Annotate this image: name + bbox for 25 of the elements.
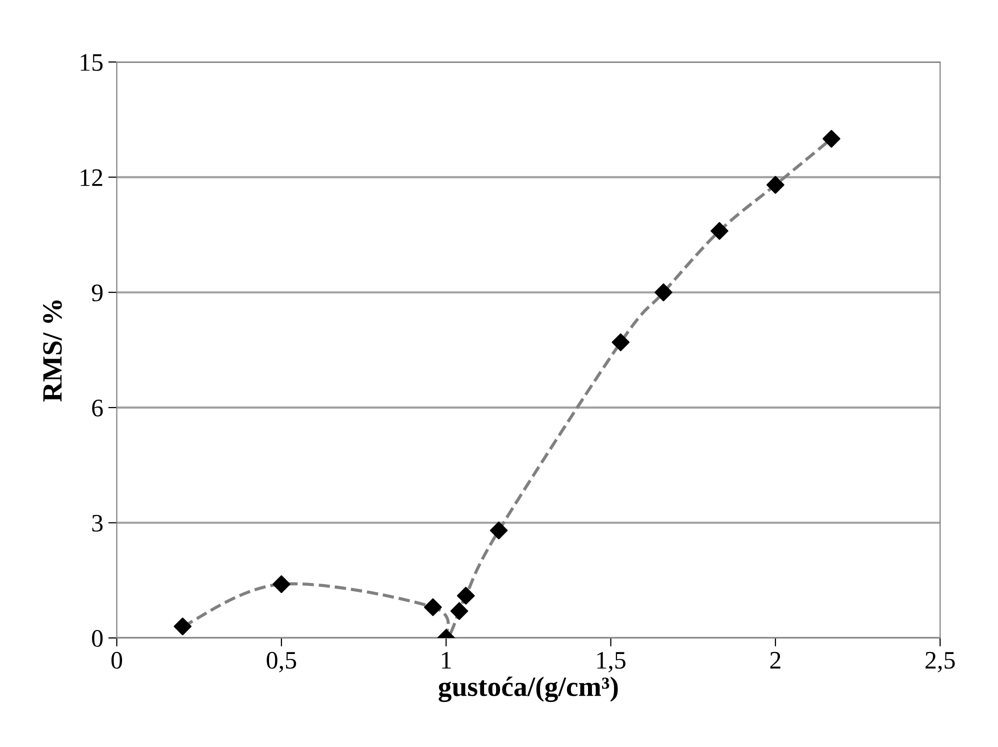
x-tick-label: 0,5 <box>266 652 296 672</box>
x-tick-label: 2 <box>770 652 780 668</box>
point <box>766 176 784 194</box>
point <box>822 130 840 148</box>
y-tick-label: 6 <box>92 400 103 416</box>
x-tick-label: 2,5 <box>926 652 955 672</box>
y-tick-label: 12 <box>80 169 102 186</box>
y-axis-title: RMS/ % <box>43 300 62 402</box>
x-tick-label: 0 <box>111 652 122 669</box>
y-tick-label: 3 <box>92 514 103 532</box>
point <box>490 522 508 540</box>
point <box>174 618 192 636</box>
y-tick-label: 0 <box>92 630 103 647</box>
y-tick-label: 9 <box>92 284 103 302</box>
x-tick-label: 1,5 <box>597 652 626 672</box>
point <box>450 602 468 620</box>
point <box>612 333 630 352</box>
y-tick-label: 15 <box>80 54 103 71</box>
point <box>272 575 290 594</box>
point <box>456 586 475 605</box>
point <box>654 283 672 302</box>
x-axis-title: gustoća/(g/cm³) <box>438 676 618 702</box>
x-tick-label: 1 <box>442 652 451 668</box>
point <box>710 222 728 240</box>
point <box>424 598 442 616</box>
